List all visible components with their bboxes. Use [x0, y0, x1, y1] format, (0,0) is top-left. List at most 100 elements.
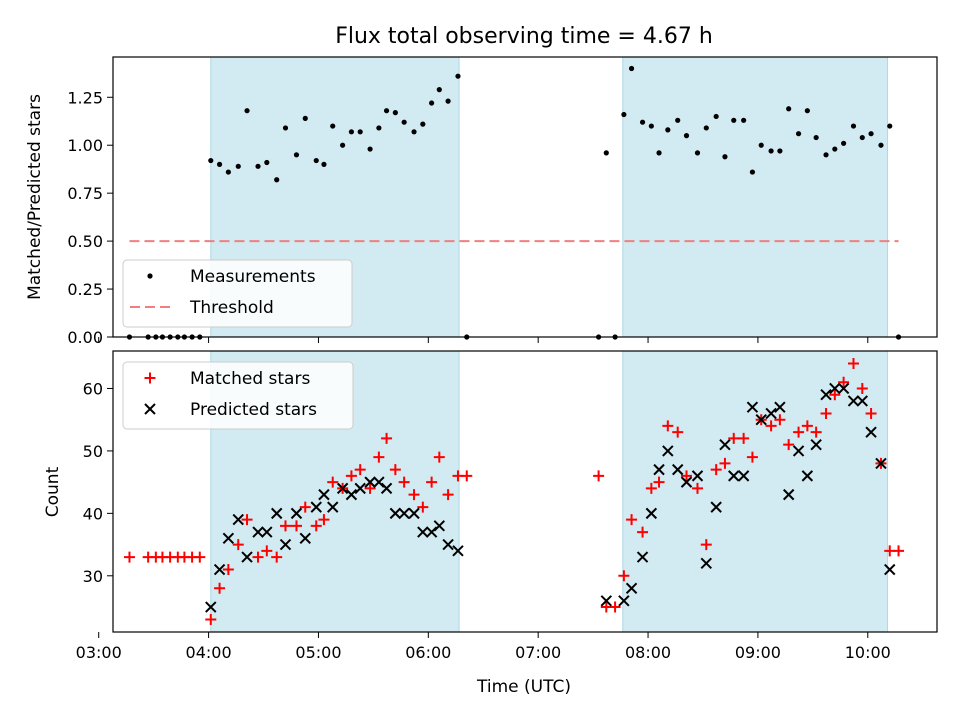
legend-label: Matched stars — [190, 369, 310, 389]
bottom-y-tick-label: 50 — [83, 442, 103, 461]
matched-star-point — [801, 420, 813, 432]
measurement-point — [722, 154, 728, 160]
predicted-star-point — [380, 482, 393, 495]
matched-star-point — [848, 357, 860, 369]
matched-star-point — [345, 470, 357, 482]
matched-star-point — [354, 464, 366, 476]
measurement-point — [255, 163, 261, 169]
measurement-point — [639, 119, 646, 125]
measurement-point — [675, 117, 681, 123]
predicted-star-point — [691, 470, 704, 482]
predicted-star-point — [618, 595, 630, 607]
bottom-x-tick-label: 10:00 — [845, 643, 891, 662]
top-y-tick-label: 0.50 — [67, 232, 103, 251]
predicted-star-point — [318, 488, 330, 501]
top-y-axis-label: Matched/Predicted stars — [25, 94, 45, 300]
measurement-point — [429, 100, 435, 106]
predicted-star-point — [662, 445, 674, 457]
predicted-star-point — [755, 413, 767, 426]
predicted-star-point — [261, 526, 273, 538]
measurement-point — [703, 125, 709, 131]
measurement-point — [832, 146, 838, 152]
predicted-star-point — [865, 426, 877, 438]
measurement-point — [383, 108, 390, 114]
measurement-point — [786, 106, 792, 112]
matched-star-point — [783, 439, 795, 451]
bottom-x-tick-label: 05:00 — [295, 643, 341, 662]
bottom-x-tick-label: 03:00 — [76, 643, 122, 662]
measurement-point — [823, 152, 829, 158]
measurement-point — [455, 73, 461, 79]
top-panel: 0.00 0.25 0.50 0.75 1.00 1.25 Matched/Predict… — [25, 56, 938, 347]
predicted-star-point — [737, 470, 750, 482]
measurement-point — [804, 108, 810, 114]
legend-swatch-measurements — [147, 273, 153, 279]
bottom-y-tick-label: 60 — [83, 379, 103, 398]
bottom-axis-ticks: 30 40 50 60 03:00 04:00 05:00 06:00 07:00 08:00 09… — [76, 379, 891, 662]
legend-box — [122, 259, 353, 328]
matched-star-point — [299, 501, 311, 513]
legend-label: Measurements — [190, 267, 316, 287]
predicted-star-point — [425, 526, 438, 538]
predicted-star-point — [829, 382, 841, 395]
predicted-star-point — [765, 407, 777, 420]
measurement-point — [401, 119, 407, 125]
matched-star-point — [417, 501, 429, 513]
measurement-point — [244, 108, 250, 114]
bottom-plot-frame — [112, 350, 938, 633]
measurement-point — [694, 150, 701, 156]
matched-star-point — [820, 407, 832, 419]
measurement-point — [274, 177, 280, 183]
predicted-star-point — [810, 438, 822, 451]
matched-star-point — [205, 614, 217, 626]
matched-star-point — [232, 539, 244, 551]
predicted-star-point — [680, 476, 693, 488]
matched-star-point — [637, 526, 649, 538]
measurement-point — [340, 142, 346, 148]
measurement-point — [713, 113, 719, 120]
measurement-point — [758, 142, 764, 148]
legend-label: Predicted stars — [190, 400, 317, 420]
predicted-star-point — [364, 476, 376, 488]
measurement-point — [665, 127, 671, 133]
measurement-point — [868, 131, 874, 137]
measurement-point — [302, 115, 308, 121]
bottom-x-tick-label: 09:00 — [735, 643, 781, 662]
measurement-point — [420, 121, 426, 127]
matched-star-point — [710, 464, 722, 476]
measurement-point — [436, 87, 442, 93]
measurement-point — [321, 161, 327, 167]
matched-star-point — [214, 582, 226, 594]
matched-star-point — [310, 520, 322, 532]
matched-star-point — [426, 476, 438, 488]
predicted-star-point — [847, 395, 860, 407]
top-y-tick-label: 0.00 — [67, 328, 103, 347]
measurement-point — [628, 65, 635, 72]
predicted-star-point — [299, 532, 311, 545]
predicted-star-point — [241, 551, 253, 563]
predicted-star-point — [373, 476, 385, 488]
matched-star-point — [261, 545, 273, 557]
measurement-point — [264, 159, 270, 166]
bottom-x-tick-label: 06:00 — [405, 643, 451, 662]
matched-star-point — [271, 551, 283, 563]
measurement-point — [348, 129, 355, 135]
legend-swatch-matched — [144, 372, 156, 384]
bottom-y-axis-label: Count — [43, 466, 63, 517]
matched-star-point — [719, 457, 731, 469]
bottom-legend: Matched stars Predicted stars — [122, 361, 354, 430]
predicted-star-point — [398, 507, 410, 520]
matched-star-point — [222, 564, 234, 576]
predicted-star-point — [433, 520, 446, 532]
matched-star-point — [381, 432, 393, 444]
predicted-star-point — [408, 507, 420, 520]
measurement-points — [126, 65, 902, 340]
predicted-star-point — [232, 513, 244, 526]
matched-star-point — [290, 520, 302, 532]
predicted-star-point — [327, 501, 339, 513]
top-legend: Measurements Threshold — [122, 259, 353, 328]
legend-box — [122, 361, 354, 430]
measurement-point — [741, 117, 747, 123]
matched-star-point — [364, 482, 376, 494]
measurement-point — [313, 157, 319, 164]
